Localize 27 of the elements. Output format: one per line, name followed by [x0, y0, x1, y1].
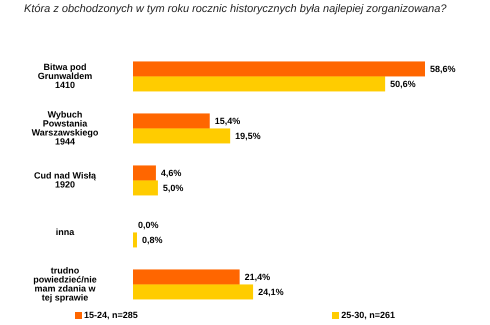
bar: [133, 113, 210, 128]
y-tick-label: Wybuch Powstania Warszawskiego 1944: [32, 110, 99, 147]
y-tick-label: trudno powiedzieć/nie mam zdania w tej sprawie: [33, 266, 97, 303]
y-tick-label: inna: [56, 227, 76, 238]
data-label: 0,0%: [138, 220, 159, 230]
bar: [133, 128, 230, 144]
chart-title: Która z obchodzonych w tym roku rocznic historycznych była najlepiej zorganizowana?: [24, 3, 446, 15]
data-label: 19,5%: [235, 130, 261, 141]
data-label: 4,6%: [160, 168, 182, 178]
bar: [133, 76, 386, 92]
data-label: 15,4%: [214, 116, 240, 126]
data-label: 5,0%: [162, 182, 184, 193]
bar: [133, 269, 240, 284]
bar: [133, 232, 137, 248]
bar: [133, 61, 425, 76]
bar: [133, 284, 254, 300]
y-tick-label: Cud nad Wisłą 1920: [34, 170, 97, 190]
data-label: 24,1%: [258, 286, 284, 297]
bar: [133, 180, 158, 196]
y-tick-label: Bitwa pod Grunwaldem 1410: [38, 62, 92, 90]
legend-label: 15-24, n=285: [83, 310, 138, 320]
data-label: 0,8%: [142, 234, 162, 245]
data-label: 58,6%: [430, 64, 456, 74]
data-label: 50,6%: [390, 78, 416, 89]
bar: [133, 165, 156, 180]
data-label: 21,4%: [244, 272, 270, 282]
legend-label: 25-30, n=261: [340, 310, 395, 320]
